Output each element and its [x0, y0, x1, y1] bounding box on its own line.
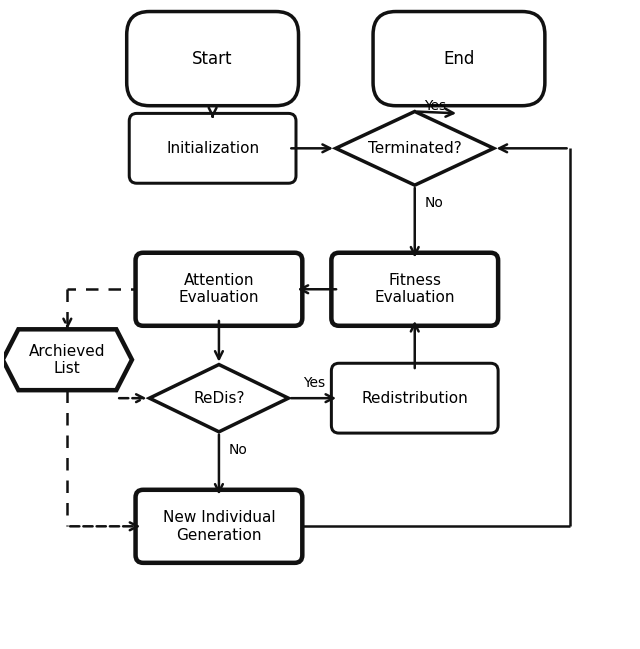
Text: Yes: Yes: [303, 376, 324, 391]
Text: Redistribution: Redistribution: [362, 391, 468, 406]
PathPatch shape: [3, 329, 132, 390]
FancyBboxPatch shape: [332, 363, 498, 433]
Text: Start: Start: [193, 49, 233, 67]
Text: Archieved
List: Archieved List: [29, 343, 106, 376]
FancyBboxPatch shape: [127, 12, 298, 106]
Text: No: No: [228, 443, 247, 457]
FancyBboxPatch shape: [136, 490, 302, 563]
FancyBboxPatch shape: [373, 12, 545, 106]
FancyBboxPatch shape: [332, 252, 498, 326]
Text: Fitness
Evaluation: Fitness Evaluation: [374, 273, 455, 306]
FancyBboxPatch shape: [136, 252, 302, 326]
Polygon shape: [336, 112, 493, 185]
Text: Terminated?: Terminated?: [368, 141, 461, 156]
Text: ReDis?: ReDis?: [193, 391, 244, 406]
Text: End: End: [444, 49, 475, 67]
Text: New Individual
Generation: New Individual Generation: [163, 510, 275, 543]
Text: Yes: Yes: [424, 99, 446, 113]
Polygon shape: [150, 365, 289, 432]
FancyBboxPatch shape: [129, 114, 296, 183]
Text: No: No: [424, 196, 443, 210]
Text: Initialization: Initialization: [166, 141, 259, 156]
Text: Attention
Evaluation: Attention Evaluation: [179, 273, 259, 306]
